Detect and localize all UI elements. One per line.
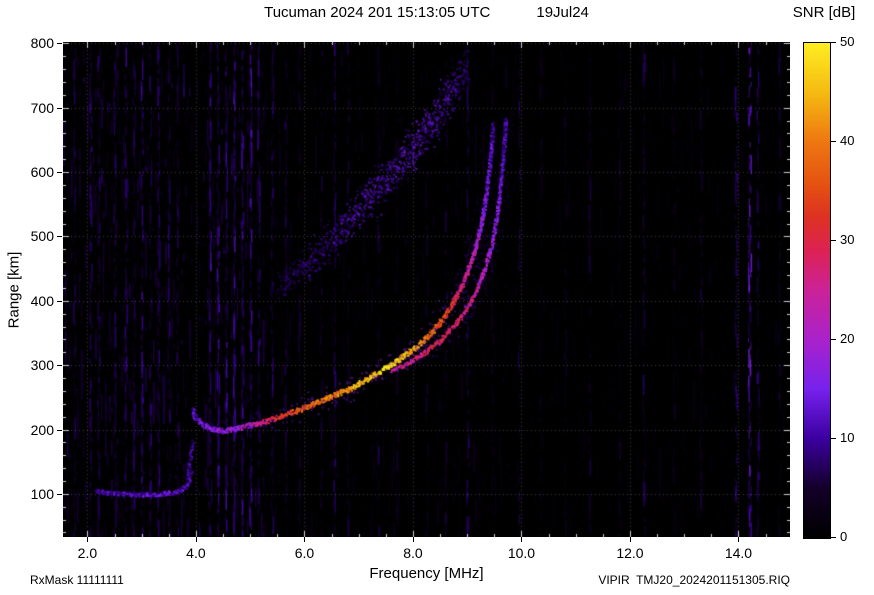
x-tick-label: 14.0 <box>724 545 753 561</box>
colorbar-tick-mark <box>831 339 836 340</box>
y-axis-label: Range [km] <box>5 251 23 329</box>
x-tick-mark <box>738 537 739 542</box>
y-tick-label: 800 <box>30 35 54 52</box>
x-tick-label: 2.0 <box>77 545 98 561</box>
x-tick-mark <box>413 537 414 542</box>
y-tick-label: 500 <box>30 228 54 245</box>
x-tick-mark <box>521 537 522 542</box>
colorbar-tick-mark <box>831 438 836 439</box>
colorbar-tick-label: 0 <box>840 529 848 544</box>
y-tick-mark <box>57 365 62 366</box>
x-tick-label: 12.0 <box>616 545 644 561</box>
plot-title: Tucuman 2024 201 15:13:05 UTC 19Jul24 <box>63 4 790 21</box>
y-tick-mark <box>57 301 62 302</box>
y-tick-mark <box>57 430 62 431</box>
x-tick-mark <box>196 537 197 542</box>
colorbar-gradient <box>803 42 831 539</box>
x-tick-label: 4.0 <box>186 545 206 561</box>
y-tick-mark <box>57 43 62 44</box>
x-tick-label: 6.0 <box>294 545 315 561</box>
filename-text: VIPIR TMJ20_2024201151305.RIQ <box>598 573 790 587</box>
title-datetime: Tucuman 2024 201 15:13:05 UTC <box>264 4 491 21</box>
colorbar-tick-mark <box>831 42 836 43</box>
y-tick-label: 600 <box>30 164 54 181</box>
x-tick-mark <box>87 537 88 542</box>
y-tick-label: 400 <box>30 292 54 309</box>
x-tick-mark <box>304 537 305 542</box>
y-tick-label: 700 <box>30 99 54 116</box>
x-axis-label: Frequency [MHz] <box>369 565 484 582</box>
colorbar-tick-label: 10 <box>840 430 855 445</box>
y-tick-label: 100 <box>30 485 54 502</box>
x-tick-label: 8.0 <box>403 545 423 561</box>
colorbar-tick-label: 20 <box>840 331 855 346</box>
colorbar-tick-mark <box>831 141 836 142</box>
ionogram-heatmap <box>63 42 790 537</box>
y-tick-label: 300 <box>30 357 54 374</box>
colorbar-tick-label: 30 <box>840 232 855 247</box>
y-tick-mark <box>57 236 62 237</box>
y-tick-mark <box>57 172 62 173</box>
x-tick-label: 10.0 <box>507 545 536 561</box>
title-date: 19Jul24 <box>536 4 589 21</box>
y-tick-mark <box>57 108 62 109</box>
colorbar-tick-label: 40 <box>840 133 855 148</box>
colorbar-label: SNR [dB] <box>792 4 856 21</box>
x-tick-mark <box>630 537 631 542</box>
colorbar-tick-mark <box>831 537 836 538</box>
y-tick-mark <box>57 494 62 495</box>
colorbar-tick-label: 50 <box>840 34 855 49</box>
rxmask-text: RxMask 11111111 <box>30 573 124 587</box>
colorbar-tick-mark <box>831 240 836 241</box>
y-tick-label: 200 <box>30 421 54 438</box>
